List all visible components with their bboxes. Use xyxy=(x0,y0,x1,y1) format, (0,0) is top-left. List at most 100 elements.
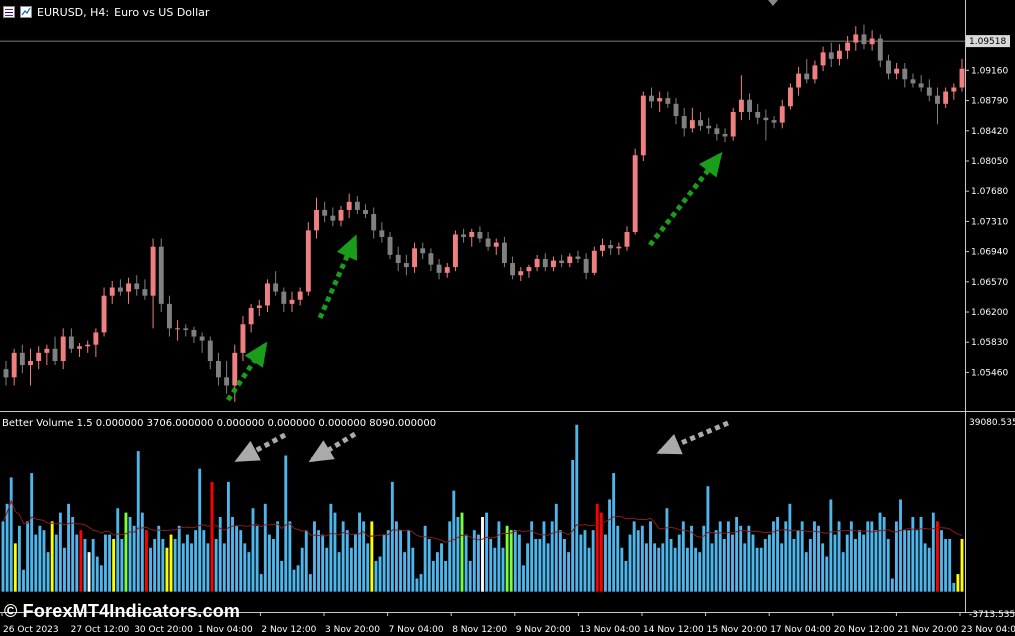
volume-bar xyxy=(194,530,198,592)
price-tick-label: 1.08050 xyxy=(971,157,1008,167)
candle-body xyxy=(902,68,908,80)
price-tick-label: 1.05830 xyxy=(971,338,1008,348)
volume-bar xyxy=(87,552,91,592)
volume-bar xyxy=(522,565,525,592)
volume-bar xyxy=(894,521,898,592)
volume-bar xyxy=(38,525,42,592)
volume-bar xyxy=(694,547,698,592)
volume-bar xyxy=(177,525,181,592)
volume-bar xyxy=(886,538,890,592)
volume-bar xyxy=(50,521,54,592)
candle-body xyxy=(428,253,434,265)
volume-bar xyxy=(407,530,411,592)
candle-body xyxy=(624,232,630,247)
volume-bar xyxy=(349,547,353,592)
volume-bar xyxy=(259,574,263,592)
candle-body xyxy=(387,236,393,255)
volume-bar xyxy=(952,582,956,592)
candle-body xyxy=(575,256,581,259)
volume-bar xyxy=(153,538,157,592)
volume-bar xyxy=(554,503,558,592)
volume-bar xyxy=(30,473,34,592)
volume-bar xyxy=(358,512,361,592)
time-tick-label: 1 Nov 04:00 xyxy=(198,625,253,635)
volume-bar xyxy=(440,543,443,592)
volume-bar xyxy=(140,512,144,592)
gray-arrow-head xyxy=(308,440,335,463)
volume-bar xyxy=(1,521,5,592)
window-menu-icon[interactable] xyxy=(3,6,15,18)
candle-body xyxy=(722,134,728,137)
gray-arrow xyxy=(659,420,729,455)
volume-bar xyxy=(288,521,292,592)
symbol-description: Euro vs US Dollar xyxy=(114,5,210,19)
price-panel[interactable] xyxy=(0,24,965,402)
volume-ma-line xyxy=(2,499,963,543)
volume-bar xyxy=(472,530,476,592)
volume-bar xyxy=(493,547,497,592)
candle-body xyxy=(322,209,328,216)
volume-bar xyxy=(919,517,923,592)
candle-body xyxy=(918,83,924,88)
price-tick-label: 1.06570 xyxy=(971,278,1008,288)
time-tick-label: 20 Nov 12:00 xyxy=(834,625,895,635)
volume-bar xyxy=(419,574,423,592)
volume-bar xyxy=(386,530,390,592)
volume-bar xyxy=(517,534,521,592)
chart-window-icon[interactable] xyxy=(20,6,32,18)
volume-bar xyxy=(747,525,751,592)
candle-body xyxy=(608,245,614,249)
time-tick-label: 3 Nov 20:00 xyxy=(325,625,380,635)
volume-bar xyxy=(128,517,132,592)
volume-bar xyxy=(616,525,620,592)
volume-bar xyxy=(476,534,480,592)
volume-bar xyxy=(95,556,99,592)
volume-bar xyxy=(870,521,874,592)
volume-bar xyxy=(243,543,247,592)
volume-bar xyxy=(276,521,280,592)
volume-bar xyxy=(899,499,902,592)
volume-panel[interactable] xyxy=(1,424,964,592)
volume-bar xyxy=(718,521,722,592)
volume-bar xyxy=(874,530,878,592)
candle-body xyxy=(861,34,867,45)
volume-bar xyxy=(124,512,128,592)
volume-bar xyxy=(935,521,939,592)
volume-bar xyxy=(948,538,952,592)
volume-bar xyxy=(940,530,943,592)
volume-bar xyxy=(173,538,177,592)
candle-body xyxy=(77,346,82,349)
volume-bar xyxy=(185,534,189,592)
time-tick-label: 21 Nov 20:00 xyxy=(897,625,958,635)
volume-bar xyxy=(767,534,771,592)
candle-body xyxy=(28,361,33,366)
candle-body xyxy=(117,287,123,292)
time-tick-label: 7 Nov 04:00 xyxy=(389,625,444,635)
volume-bar xyxy=(9,477,13,592)
candle-body xyxy=(256,305,262,308)
volume-bar xyxy=(661,543,665,592)
volume-bar xyxy=(628,534,632,592)
candle-body xyxy=(755,111,761,118)
volume-tick-label: 39080.5356 xyxy=(969,418,1015,428)
volume-bar xyxy=(505,525,509,592)
volume-bar xyxy=(395,521,398,592)
volume-bar xyxy=(378,556,382,592)
candle-body xyxy=(828,52,834,59)
candle-body xyxy=(632,155,638,233)
annotations xyxy=(225,151,729,463)
candle-body xyxy=(689,120,695,129)
volume-bar xyxy=(22,569,25,592)
volume-bar xyxy=(882,517,886,592)
volume-bar xyxy=(304,530,308,592)
volume-bar xyxy=(640,525,644,592)
candle-body xyxy=(85,344,91,347)
volume-bar xyxy=(157,525,161,592)
candle-body xyxy=(314,209,319,231)
candle-body xyxy=(281,291,287,304)
volume-bar xyxy=(649,521,652,592)
candle-body xyxy=(959,68,965,88)
price-tick-label: 1.09160 xyxy=(971,66,1008,76)
volume-bar xyxy=(751,534,755,592)
volume-bar xyxy=(837,521,841,592)
